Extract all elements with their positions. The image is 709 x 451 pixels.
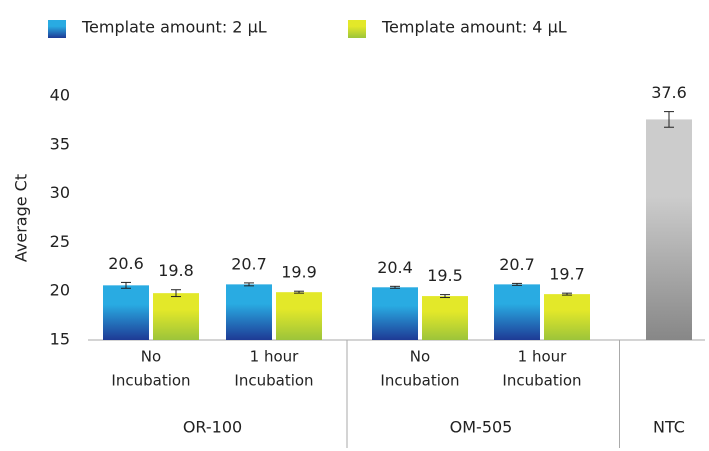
data-label: 20.7 bbox=[231, 254, 267, 273]
data-label: 19.5 bbox=[427, 266, 463, 285]
x-tick-label: No bbox=[410, 348, 430, 366]
data-label: 19.7 bbox=[549, 265, 585, 284]
legend-swatch bbox=[348, 20, 366, 38]
x-tick-label: 1 hour bbox=[518, 348, 568, 366]
y-tick-label: 25 bbox=[50, 232, 70, 251]
legend-label: Template amount: 4 µL bbox=[381, 18, 567, 37]
bar bbox=[646, 119, 692, 340]
x-tick-label: Incubation bbox=[234, 372, 313, 390]
bar bbox=[103, 285, 149, 340]
bar bbox=[494, 284, 540, 340]
bar bbox=[226, 284, 272, 340]
data-label: 19.8 bbox=[158, 261, 194, 280]
group-label: NTC bbox=[653, 418, 685, 437]
y-tick-label: 15 bbox=[50, 330, 70, 349]
data-label: 20.4 bbox=[377, 258, 413, 277]
bar bbox=[544, 294, 590, 340]
bar bbox=[153, 293, 199, 340]
bar bbox=[276, 292, 322, 340]
data-label: 19.9 bbox=[281, 263, 317, 282]
group-label: OR-100 bbox=[183, 418, 242, 437]
x-tick-label: Incubation bbox=[502, 372, 581, 390]
data-label: 37.6 bbox=[651, 83, 687, 102]
y-tick-label: 20 bbox=[50, 281, 70, 300]
bar bbox=[422, 296, 468, 340]
y-tick-label: 35 bbox=[50, 134, 70, 153]
legend-label: Template amount: 2 µL bbox=[81, 18, 267, 37]
x-tick-label: 1 hour bbox=[250, 348, 300, 366]
group-label: OM-505 bbox=[450, 418, 513, 437]
data-label: 20.7 bbox=[499, 255, 535, 274]
x-tick-label: No bbox=[141, 348, 161, 366]
legend-swatch bbox=[48, 20, 66, 38]
x-tick-label: Incubation bbox=[380, 372, 459, 390]
bar bbox=[372, 287, 418, 340]
data-label: 20.6 bbox=[108, 254, 144, 273]
x-tick-label: Incubation bbox=[111, 372, 190, 390]
y-tick-label: 30 bbox=[50, 183, 70, 202]
y-axis-label: Average Ct bbox=[12, 174, 31, 262]
y-tick-label: 40 bbox=[50, 86, 70, 105]
